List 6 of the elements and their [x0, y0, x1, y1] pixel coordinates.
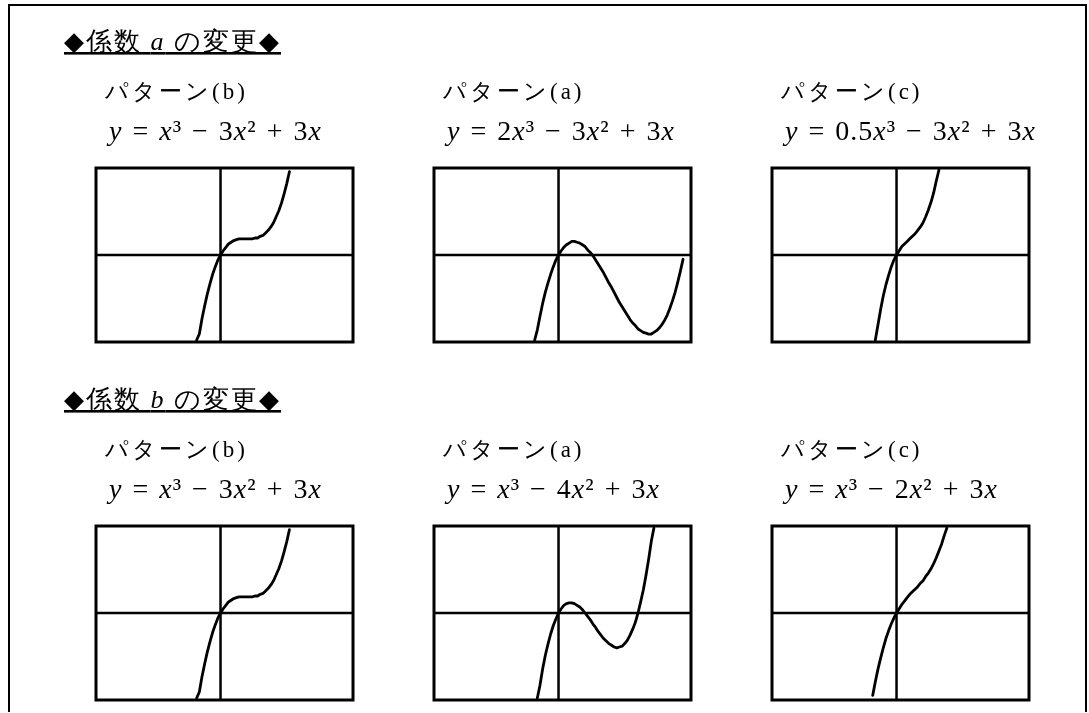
title: パターン(a) [443, 437, 585, 462]
title: パターン(b) [105, 437, 248, 462]
title: パターン(a) [443, 79, 585, 104]
title: パターン(c) [781, 79, 923, 104]
title: パターン(c) [781, 437, 923, 462]
title: パターン(b) [105, 79, 248, 104]
